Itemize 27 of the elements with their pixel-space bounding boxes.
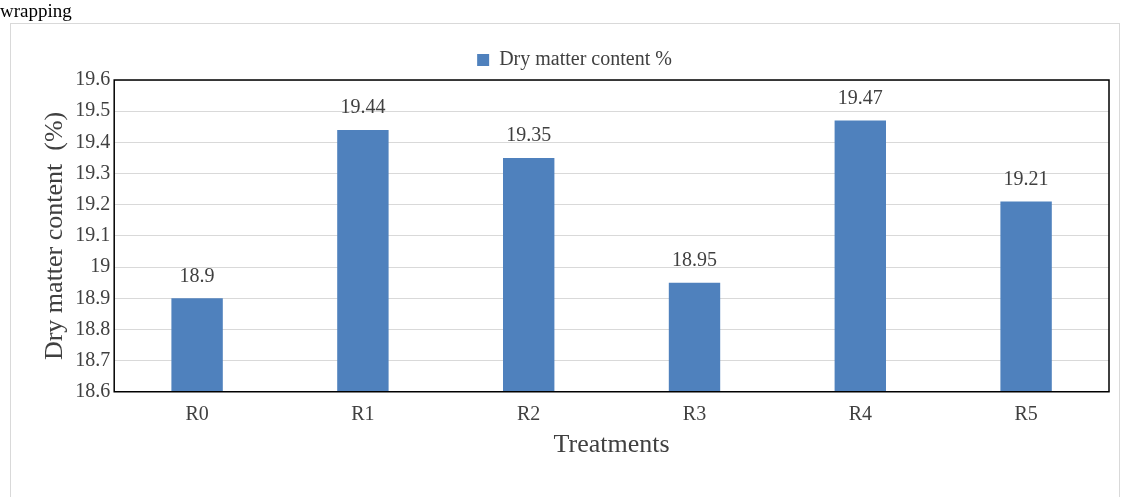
y-tick-label: 19: [90, 254, 111, 277]
data-label: 18.95: [672, 247, 717, 270]
y-tick-label: 19.1: [75, 223, 111, 246]
y-tick-label: 19.6: [75, 67, 111, 90]
data-label: 19.44: [340, 95, 386, 118]
data-label: 19.21: [1003, 166, 1049, 189]
y-tick-label: 18.8: [75, 316, 111, 339]
text: wrapping: [0, 0, 72, 21]
y-tick-label: 19.2: [75, 191, 111, 214]
x-tick-label: R4: [848, 402, 872, 425]
x-tick-label: R3: [682, 402, 707, 425]
y-tick-label: 19.3: [75, 160, 111, 183]
data-label: 19.47: [837, 85, 883, 108]
data-label: 18.9: [179, 263, 215, 286]
y-tick-label: 19.5: [75, 98, 111, 121]
y-tick-label: 18.9: [75, 285, 111, 308]
y-tick-label: 18.6: [75, 379, 111, 402]
x-tick-label: R2: [517, 402, 541, 425]
y-tick-label: 19.4: [75, 129, 111, 152]
x-axis-title: Treatments: [553, 429, 670, 459]
legend-label: Dry matter content %: [499, 47, 672, 71]
y-tick-label: 18.7: [75, 347, 111, 370]
x-tick-label: R0: [185, 402, 209, 425]
y-axis-title: Dry matter content (%): [39, 111, 69, 361]
x-tick-label: R1: [351, 402, 375, 425]
x-tick-label: R5: [1014, 402, 1038, 425]
data-label: 19.35: [506, 123, 552, 146]
